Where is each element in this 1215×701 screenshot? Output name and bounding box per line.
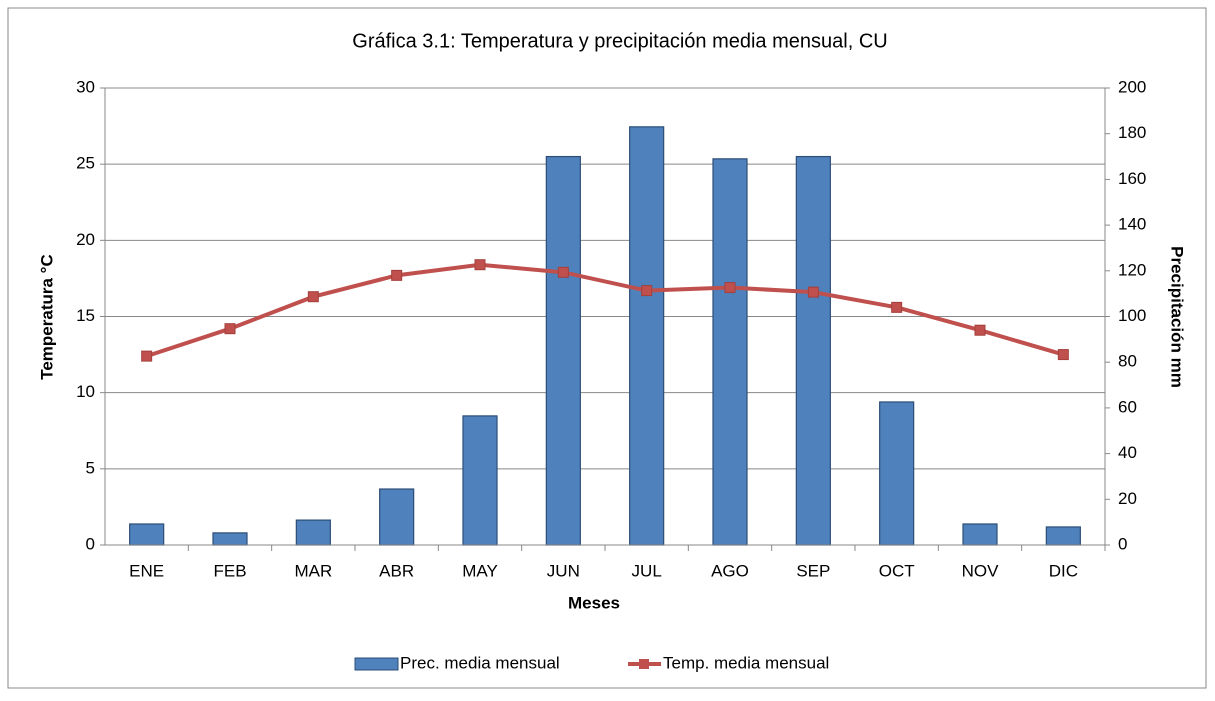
x-tick-label: MAR: [294, 561, 332, 580]
bar: [879, 401, 915, 546]
y2-tick-label: 80: [1118, 352, 1137, 371]
marker: [974, 324, 986, 336]
y2-tick-label: 180: [1118, 123, 1146, 142]
marker: [224, 323, 236, 335]
x-tick-label: NOV: [962, 561, 1000, 580]
y-tick-label: 5: [86, 458, 95, 477]
marker: [557, 266, 569, 278]
marker: [391, 269, 403, 281]
bar: [462, 415, 498, 546]
y2-tick-label: 200: [1118, 77, 1146, 96]
marker: [724, 282, 736, 294]
bar: [129, 523, 165, 546]
y-tick-label: 25: [76, 154, 95, 173]
x-tick-label: FEB: [213, 561, 246, 580]
bar: [545, 155, 581, 546]
x-tick-label: SEP: [796, 561, 830, 580]
y-tick-label: 15: [76, 306, 95, 325]
legend-swatch: [354, 657, 399, 671]
x-axis-title: Meses: [568, 593, 620, 612]
marker: [891, 301, 903, 313]
bar: [795, 155, 831, 546]
x-tick-label: AGO: [711, 561, 749, 580]
y-tick-label: 0: [86, 534, 95, 553]
bar: [295, 519, 331, 546]
marker: [141, 350, 153, 362]
y2-tick-label: 60: [1118, 397, 1137, 416]
y2-tick-label: 140: [1118, 215, 1146, 234]
y-tick-label: 10: [76, 382, 95, 401]
line: [146, 262, 1064, 359]
y2-tick-label: 120: [1118, 260, 1146, 279]
y2-axis-title: Precipitación mm: [1168, 246, 1187, 388]
x-tick-label: OCT: [879, 561, 915, 580]
x-tick-label: ENE: [129, 561, 164, 580]
y2-tick-label: 160: [1118, 169, 1146, 188]
y2-tick-label: 0: [1118, 534, 1127, 553]
bar: [1045, 526, 1081, 546]
marker: [307, 291, 319, 303]
y2-tick-label: 40: [1118, 443, 1137, 462]
bar: [379, 488, 415, 546]
y-axis-title: Temperatura °C: [37, 254, 56, 380]
x-tick-label: DIC: [1049, 561, 1078, 580]
y-tick-label: 20: [76, 230, 95, 249]
marker: [807, 286, 819, 298]
chart-title: Gráfica 3.1: Temperatura y precipitación…: [352, 30, 887, 52]
legend-label: Prec. media mensual: [400, 653, 560, 672]
x-tick-label: JUN: [547, 561, 580, 580]
x-tick-label: MAY: [462, 561, 498, 580]
y2-tick-label: 100: [1118, 306, 1146, 325]
marker: [1057, 349, 1069, 361]
legend-marker: [639, 659, 649, 669]
x-tick-label: JUL: [632, 561, 662, 580]
y-tick-label: 30: [76, 77, 95, 96]
bar: [629, 126, 665, 546]
y2-tick-label: 20: [1118, 489, 1137, 508]
x-tick-label: ABR: [379, 561, 414, 580]
bar: [212, 532, 248, 546]
legend-label: Temp. media mensual: [663, 653, 829, 672]
chart-frame: [7, 7, 1207, 689]
marker: [641, 285, 653, 297]
marker: [474, 259, 486, 271]
bar: [962, 523, 998, 546]
bar: [712, 158, 748, 546]
